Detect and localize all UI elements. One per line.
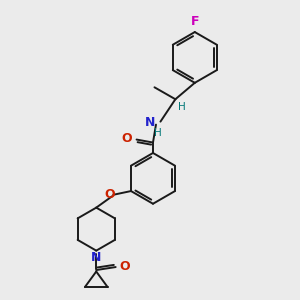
Text: N: N bbox=[145, 116, 155, 129]
Text: H: H bbox=[178, 102, 185, 112]
Text: F: F bbox=[190, 16, 199, 28]
Text: O: O bbox=[122, 133, 132, 146]
Text: O: O bbox=[120, 260, 130, 273]
Text: O: O bbox=[104, 188, 115, 201]
Text: H: H bbox=[154, 128, 162, 138]
Text: N: N bbox=[91, 251, 101, 264]
